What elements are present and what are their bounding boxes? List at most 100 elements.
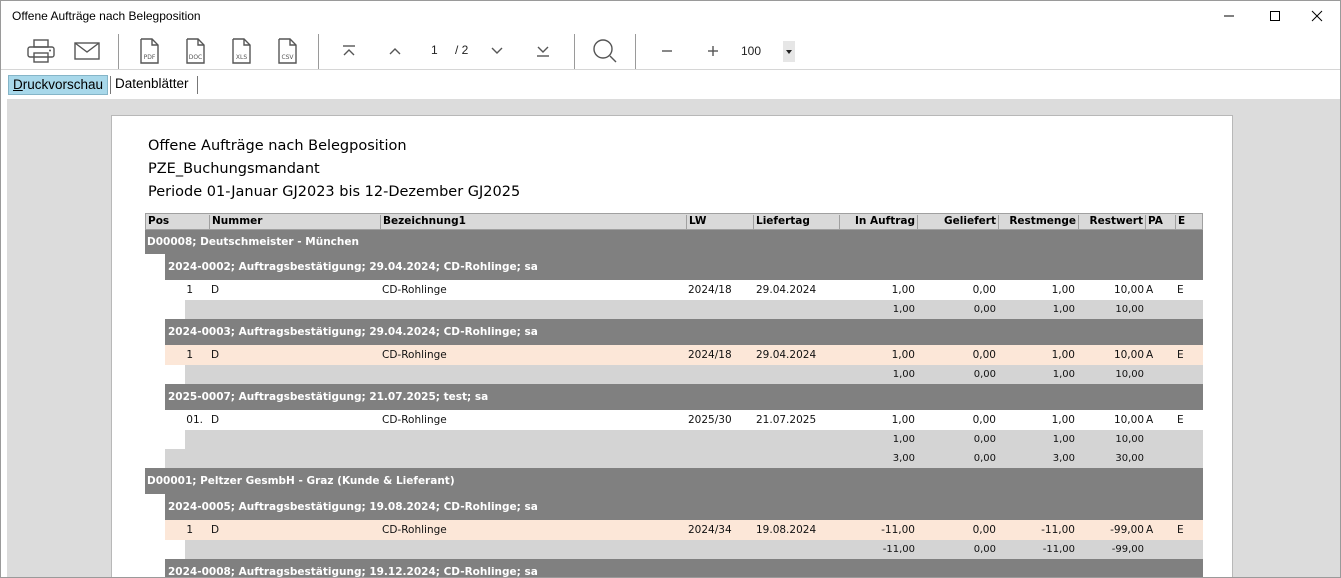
chevron-down-icon — [491, 47, 503, 54]
cell-pos: 1 — [186, 524, 193, 536]
csv-label: CSV — [281, 54, 294, 61]
total-restmenge: 3,00 — [1052, 453, 1075, 464]
cell-lw: 2024/18 — [688, 284, 732, 296]
table-row: 01. D CD-Rohlinge 2025/30 21.07.2025 1,0… — [145, 410, 1203, 430]
search-button[interactable] — [589, 31, 621, 70]
report-period: Periode 01-Januar GJ2023 bis 12-Dezember… — [148, 184, 521, 200]
cell-pa: A — [1146, 414, 1154, 426]
sum-in-auftrag: 1,00 — [892, 434, 915, 445]
order-sum-row: 1,00 0,00 1,00 10,00 — [145, 365, 1203, 384]
maximize-icon — [1270, 11, 1280, 21]
cell-geliefert: 0,00 — [972, 414, 996, 426]
cell-in-auftrag: 1,00 — [891, 349, 915, 361]
close-icon — [1311, 10, 1323, 22]
customer-total-row: 3,00 0,00 3,00 30,00 — [145, 449, 1203, 468]
cell-bezeichnung: CD-Rohlinge — [382, 284, 447, 296]
cell-bezeichnung: CD-Rohlinge — [382, 414, 447, 426]
sum-restwert: 10,00 — [1115, 304, 1144, 315]
order-title: 2024-0008; Auftragsbestätigung; 19.12.20… — [168, 566, 538, 578]
cell-restwert: 10,00 — [1113, 349, 1144, 361]
order-header: 2024-0002; Auftragsbestätigung; 29.04.20… — [145, 254, 1203, 280]
tab-druckvorschau[interactable]: Druckvorschau — [8, 75, 109, 95]
cell-e: E — [1177, 284, 1184, 296]
customer-name: D00001; Peltzer GesmbH - Graz (Kunde & L… — [147, 475, 455, 487]
minimize-button[interactable] — [1206, 1, 1252, 31]
sum-restmenge: 1,00 — [1052, 434, 1075, 445]
order-sum-row: -11,00 0,00 -11,00 -99,00 — [145, 540, 1203, 559]
print-button[interactable] — [23, 31, 59, 70]
report-page: Offene Aufträge nach Belegposition PZE_B… — [111, 115, 1233, 578]
print-preview-area[interactable]: Offene Aufträge nach Belegposition PZE_B… — [7, 99, 1340, 578]
col-liefertag: Liefertag — [754, 215, 840, 230]
total-pages-label: / 2 — [455, 43, 469, 57]
export-pdf-button[interactable]: PDF — [133, 31, 165, 70]
first-page-button[interactable] — [337, 31, 361, 70]
current-page-field[interactable]: 1 — [431, 43, 438, 57]
toolbar-separator — [574, 34, 575, 69]
cell-nummer: D — [211, 524, 220, 536]
last-page-button[interactable] — [531, 31, 555, 70]
pdf-label: PDF — [144, 54, 156, 61]
cell-liefertag: 21.07.2025 — [756, 414, 817, 426]
col-restmenge: Restmenge — [999, 215, 1079, 230]
zoom-level-field[interactable]: 100 — [741, 44, 762, 58]
sum-geliefert: 0,00 — [973, 434, 996, 445]
toolbar-separator — [318, 34, 319, 69]
cell-liefertag: 29.04.2024 — [756, 349, 817, 361]
sum-in-auftrag: 1,00 — [892, 369, 915, 380]
sum-restwert: 10,00 — [1115, 369, 1144, 380]
customer-group-header: D00001; Peltzer GesmbH - Graz (Kunde & L… — [145, 468, 1203, 494]
cell-restmenge: 1,00 — [1051, 284, 1075, 296]
minimize-icon — [1224, 15, 1234, 17]
cell-restwert: 10,00 — [1113, 414, 1144, 426]
first-page-icon — [343, 44, 355, 55]
plus-icon — [708, 45, 718, 56]
cell-in-auftrag: 1,00 — [891, 414, 915, 426]
xls-label: XLS — [236, 54, 247, 61]
cell-pa: A — [1146, 349, 1154, 361]
total-in-auftrag: 3,00 — [892, 453, 915, 464]
tab-datenblaetter[interactable]: Datenblätter — [111, 75, 193, 95]
export-xls-button[interactable]: XLS — [225, 31, 257, 70]
cell-e: E — [1177, 524, 1184, 536]
doc-label: DOC — [189, 54, 203, 61]
export-doc-button[interactable]: DOC — [179, 31, 211, 70]
zoom-dropdown-button[interactable] — [783, 41, 795, 62]
cell-pos: 01. — [186, 414, 203, 426]
zoom-in-button[interactable] — [701, 31, 725, 70]
maximize-button[interactable] — [1252, 1, 1298, 31]
last-page-icon — [537, 46, 549, 57]
order-header: 2024-0003; Auftragsbestätigung; 29.04.20… — [145, 319, 1203, 345]
sum-restmenge: -11,00 — [1042, 544, 1075, 555]
cell-restwert: -99,00 — [1110, 524, 1144, 536]
cell-pos: 1 — [186, 284, 193, 296]
title-bar: Offene Aufträge nach Belegposition — [1, 1, 1340, 31]
next-page-button[interactable] — [485, 31, 509, 70]
table-header: Pos Nummer Bezeichnung1 LW Liefertag In … — [145, 213, 1203, 230]
search-icon — [593, 38, 617, 62]
total-geliefert: 0,00 — [973, 453, 996, 464]
sum-restmenge: 1,00 — [1052, 369, 1075, 380]
sum-geliefert: 0,00 — [973, 369, 996, 380]
cell-in-auftrag: -11,00 — [881, 524, 915, 536]
customer-name: D00008; Deutschmeister - München — [147, 236, 359, 248]
close-button[interactable] — [1294, 1, 1340, 31]
xls-file-icon: XLS — [232, 37, 251, 64]
cell-nummer: D — [211, 349, 220, 361]
sum-in-auftrag: 1,00 — [892, 304, 915, 315]
cell-restwert: 10,00 — [1113, 284, 1144, 296]
order-sum-row: 1,00 0,00 1,00 10,00 — [145, 430, 1203, 449]
report-subtitle: PZE_Buchungsmandant — [148, 161, 320, 177]
zoom-out-button[interactable] — [655, 31, 679, 70]
cell-nummer: D — [211, 284, 220, 296]
col-pos: Pos — [146, 215, 210, 230]
export-csv-button[interactable]: CSV — [271, 31, 303, 70]
col-in-auftrag: In Auftrag — [840, 215, 918, 230]
col-pa: PA — [1146, 215, 1176, 230]
cell-restmenge: -11,00 — [1041, 524, 1075, 536]
previous-page-button[interactable] — [383, 31, 407, 70]
email-button[interactable] — [69, 31, 105, 70]
cell-lw: 2024/18 — [688, 349, 732, 361]
tab-separator — [110, 76, 111, 94]
